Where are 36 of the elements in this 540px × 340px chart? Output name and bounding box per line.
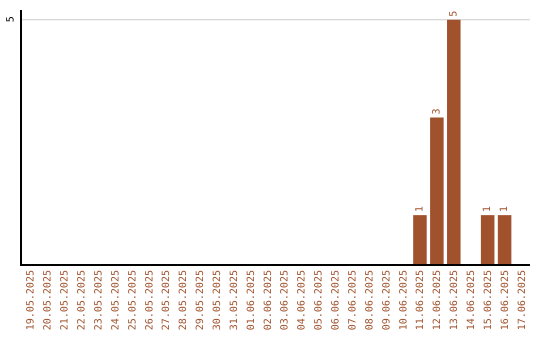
x-tick-label: 21.05.2025 [60, 270, 71, 330]
x-tick-label: 19.05.2025 [26, 270, 37, 330]
data-label: 1 [414, 206, 426, 212]
x-tick-label: 06.06.2025 [330, 270, 342, 330]
x-tick-label: 12.06.2025 [432, 270, 444, 330]
x-tick-label: 26.05.2025 [144, 270, 156, 330]
x-tick-label: 31.05.2025 [228, 270, 240, 330]
x-tick-label: 04.06.2025 [296, 270, 308, 330]
data-label: 3 [431, 108, 442, 114]
x-tick-label: 20.05.2025 [42, 270, 54, 330]
x-tick-label: 13.06.2025 [449, 270, 460, 330]
x-tick-label: 10.06.2025 [398, 270, 410, 330]
ref-line-label: 5 [6, 16, 17, 22]
x-tick-label: 08.06.2025 [364, 270, 376, 330]
x-tick-label: 30.05.2025 [212, 270, 223, 330]
x-tick-label: 27.05.2025 [161, 270, 172, 330]
x-tick-label: 23.05.2025 [93, 270, 104, 330]
x-tick-label: 07.06.2025 [347, 270, 358, 330]
x-tick-label: 05.06.2025 [314, 270, 325, 330]
x-tick-label: 22.05.2025 [76, 270, 88, 330]
data-label: 1 [499, 206, 510, 212]
x-tick-label: 01.06.2025 [246, 270, 257, 330]
data-label: 5 [448, 10, 460, 17]
x-tick-label: 17.06.2025 [516, 270, 528, 330]
x-tick-label: 25.05.2025 [127, 270, 138, 330]
x-tick-label: 03.06.2025 [280, 270, 291, 330]
x-tick-label: 15.06.2025 [482, 270, 494, 330]
x-tick-label: 02.06.2025 [262, 270, 274, 330]
x-tick-label: 24.05.2025 [110, 270, 122, 330]
x-tick-label: 11.06.2025 [415, 270, 426, 330]
x-tick-label: 16.06.2025 [500, 270, 511, 330]
x-tick-label: 28.05.2025 [178, 270, 190, 330]
x-tick-label: 09.06.2025 [381, 270, 392, 330]
x-tick-label: 14.06.2025 [466, 270, 477, 330]
data-label: 1 [482, 206, 494, 212]
x-tick-label: 29.05.2025 [195, 270, 206, 330]
